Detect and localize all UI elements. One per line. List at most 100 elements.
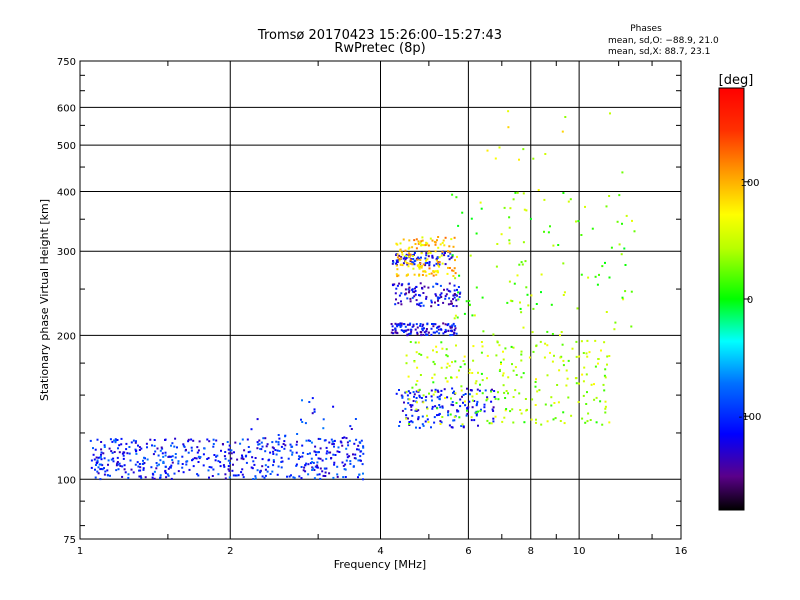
data-point bbox=[252, 478, 255, 480]
data-point bbox=[362, 472, 364, 475]
data-point bbox=[395, 287, 398, 290]
data-point bbox=[130, 441, 133, 444]
data-point bbox=[292, 476, 295, 479]
data-point bbox=[313, 477, 316, 480]
data-point bbox=[115, 464, 118, 467]
data-point bbox=[461, 423, 464, 426]
data-point bbox=[396, 260, 398, 263]
scatter-points bbox=[89, 110, 636, 481]
data-point bbox=[413, 252, 416, 254]
data-point bbox=[424, 244, 427, 247]
data-point bbox=[415, 426, 417, 429]
data-point bbox=[154, 450, 157, 453]
data-point bbox=[575, 340, 578, 343]
data-point bbox=[395, 259, 398, 262]
data-point bbox=[319, 447, 322, 450]
data-point bbox=[171, 459, 174, 461]
data-point bbox=[419, 282, 422, 285]
data-point bbox=[395, 392, 398, 395]
data-point bbox=[503, 416, 506, 419]
data-point bbox=[190, 446, 193, 449]
data-point bbox=[169, 455, 172, 458]
data-point bbox=[440, 341, 443, 344]
data-point bbox=[406, 394, 409, 397]
data-point bbox=[475, 404, 478, 407]
data-point bbox=[422, 270, 425, 273]
data-point bbox=[430, 327, 433, 330]
data-point bbox=[409, 300, 412, 303]
data-point bbox=[578, 355, 581, 358]
data-point bbox=[95, 462, 98, 465]
data-point bbox=[272, 450, 275, 453]
data-point bbox=[316, 451, 319, 454]
data-point bbox=[436, 239, 438, 242]
data-point bbox=[436, 263, 439, 266]
data-point bbox=[185, 463, 188, 466]
data-point bbox=[302, 451, 305, 454]
data-point bbox=[190, 449, 193, 452]
data-point bbox=[446, 380, 449, 383]
data-point bbox=[404, 255, 407, 257]
data-point bbox=[394, 331, 397, 334]
data-point bbox=[589, 419, 592, 421]
data-point bbox=[396, 275, 399, 278]
data-point bbox=[311, 461, 314, 464]
data-point bbox=[549, 351, 551, 354]
data-point bbox=[452, 305, 455, 307]
data-point bbox=[156, 464, 159, 467]
data-point bbox=[340, 441, 343, 444]
data-point bbox=[152, 453, 155, 456]
data-point bbox=[323, 467, 326, 470]
data-point bbox=[450, 238, 453, 241]
data-point bbox=[520, 359, 523, 362]
data-point bbox=[406, 297, 409, 300]
data-point bbox=[544, 342, 547, 345]
data-point bbox=[445, 330, 447, 333]
data-point bbox=[111, 451, 114, 454]
data-point bbox=[106, 469, 109, 472]
data-point bbox=[319, 467, 322, 470]
data-point bbox=[437, 271, 439, 274]
data-point bbox=[498, 146, 501, 149]
data-point bbox=[516, 274, 519, 277]
data-point bbox=[451, 302, 453, 305]
data-point bbox=[325, 457, 328, 460]
data-point bbox=[585, 373, 588, 376]
data-point bbox=[108, 447, 111, 450]
data-point bbox=[452, 294, 455, 297]
data-point bbox=[216, 454, 219, 457]
data-point bbox=[253, 463, 256, 466]
data-point bbox=[471, 406, 474, 409]
data-point bbox=[164, 438, 167, 441]
data-point bbox=[402, 257, 405, 260]
data-point bbox=[116, 456, 119, 459]
data-point bbox=[283, 447, 286, 450]
data-point bbox=[252, 460, 255, 463]
data-point bbox=[396, 268, 399, 271]
data-point bbox=[462, 394, 465, 396]
x-tick-label: 4 bbox=[377, 546, 383, 557]
data-point bbox=[427, 331, 430, 334]
data-point bbox=[117, 447, 119, 450]
data-point bbox=[540, 423, 543, 426]
data-point bbox=[323, 439, 326, 442]
data-point bbox=[588, 351, 591, 354]
data-point bbox=[259, 470, 262, 473]
data-point bbox=[177, 460, 180, 463]
data-point bbox=[425, 243, 428, 246]
data-point bbox=[116, 462, 119, 465]
data-point bbox=[471, 395, 474, 398]
data-point bbox=[585, 403, 588, 405]
data-point bbox=[435, 273, 438, 276]
data-point bbox=[302, 469, 305, 472]
data-point bbox=[455, 305, 458, 308]
data-point bbox=[437, 390, 440, 393]
data-point bbox=[559, 334, 561, 337]
data-point bbox=[428, 262, 431, 265]
data-point bbox=[512, 421, 515, 424]
data-point bbox=[153, 470, 156, 473]
data-point bbox=[187, 440, 190, 443]
data-point bbox=[222, 464, 225, 467]
data-point bbox=[405, 390, 408, 393]
data-point bbox=[534, 381, 537, 383]
